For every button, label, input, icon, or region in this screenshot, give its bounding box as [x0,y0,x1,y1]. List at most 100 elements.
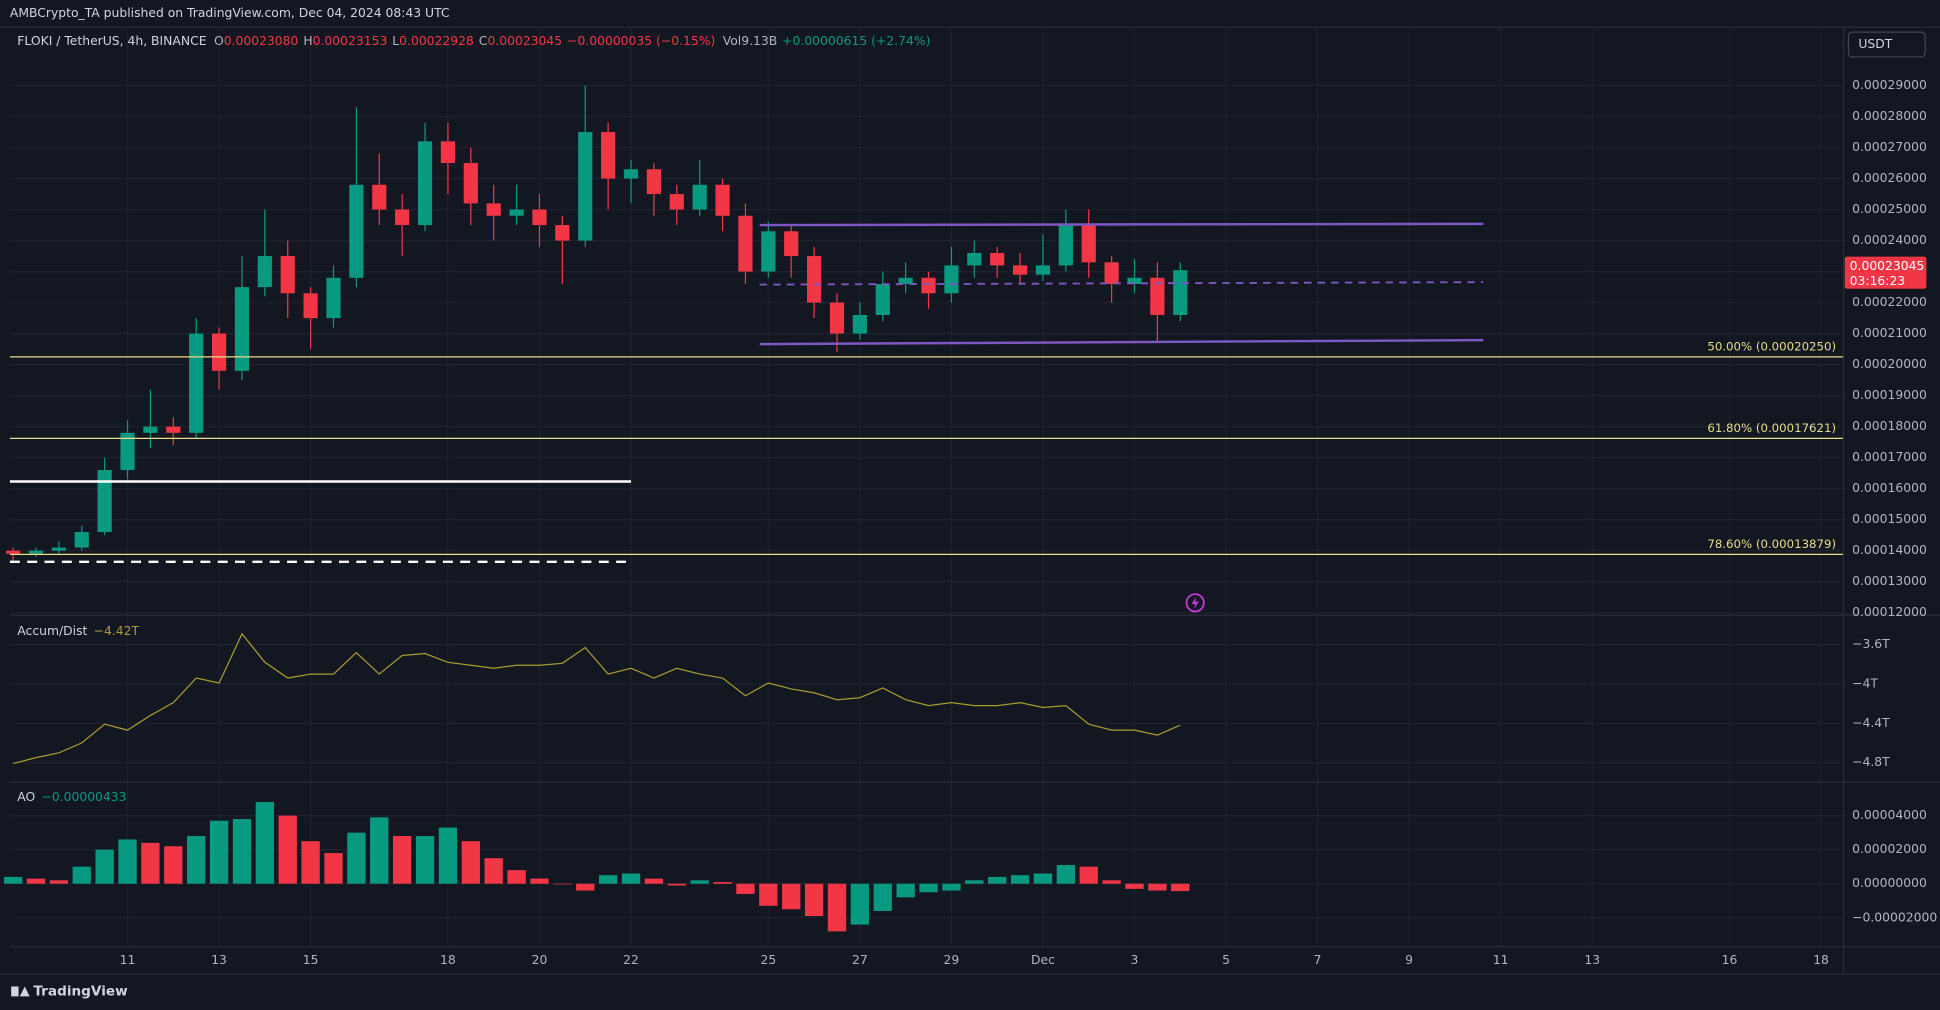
ao-bar [484,858,503,884]
y-tick-label: 0.00026000 [1852,171,1927,185]
ad-value: −4.42T [94,624,140,638]
fib-label: 50.00% (0.00020250) [1707,339,1836,353]
ao-bar [255,802,274,884]
last-price: 0.00023045 [1850,259,1925,273]
candle-body [990,252,1005,266]
ao-bar [1079,866,1098,884]
y-tick-label: 0.00016000 [1852,481,1927,495]
ohlc-value: 0.00023045 [487,33,562,47]
candle-body [395,209,410,226]
x-tick-label: 7 [1314,953,1322,967]
y-tick-label: 0.00002000 [1852,842,1927,856]
candle-body [715,184,730,216]
y-tick-label: 0.00013000 [1852,574,1927,588]
y-tick-label: −4.4T [1852,716,1890,730]
candle-body [417,141,433,226]
event-icon[interactable] [1185,593,1205,613]
y-tick-label: 0.00022000 [1852,295,1927,309]
candle-body [326,277,341,319]
ao-bar [896,883,915,898]
candle-body [738,215,753,272]
ao-bar [1148,883,1167,891]
ao-bar [1033,873,1053,884]
candle-body [921,277,936,294]
ao-bar [713,882,732,884]
y-tick-label: 0.00027000 [1852,140,1927,154]
y-tick-label: −3.6T [1852,637,1890,651]
ao-bar [988,876,1007,884]
ohlc-key: C [479,33,488,47]
ao-bar [461,841,480,884]
ad-title: Accum/Dist [17,624,87,638]
ohlc-key: H [303,33,312,47]
ao-bar [1171,883,1190,892]
candle-body [555,225,570,241]
candle-body [166,426,181,433]
candle-body [807,256,822,303]
x-tick-label: 16 [1722,953,1738,967]
currency-box[interactable] [1847,31,1926,58]
candle-body [463,163,478,204]
ohlc-key: O [214,33,224,47]
logo [19,986,30,997]
candle-body [784,231,799,257]
ao-bar [827,883,847,932]
x-tick-label: 11 [1493,953,1509,967]
ao-bar [438,827,458,884]
ao-bar [232,819,252,884]
ao-bar [667,883,686,886]
publish-info: AMBCrypto_TA published on TradingView.co… [10,6,450,20]
y-tick-label: 0.00029000 [1852,78,1927,92]
y-tick-label: 0.00012000 [1852,605,1927,619]
ao-bar [530,878,549,884]
candle-body [1173,270,1188,315]
ao-bar [393,836,412,884]
candle-body [601,132,616,179]
y-tick-label: −0.00002000 [1852,910,1937,924]
countdown: 03:16:23 [1850,274,1906,288]
y-tick-label: 0.00018000 [1852,419,1927,433]
candle-body [578,132,593,241]
ao-bar [553,883,572,885]
candle-body [1058,225,1073,266]
candle-body [623,169,639,179]
candle-body [74,532,89,548]
ao-bar [759,883,778,906]
ao-bar [942,883,961,891]
currency[interactable]: USDT [1858,37,1892,51]
ao-title: AO [17,790,35,804]
candle-body [440,141,456,164]
volume-change: +0.00000615 (+2.74%) [782,33,930,47]
top-bar [0,0,1940,28]
x-tick-label: 18 [440,953,456,967]
candle-body [51,547,66,551]
change: −0.00000035 (−0.15%) [567,33,715,47]
channel-line [759,338,1484,346]
candle-body [28,550,44,554]
ao-bar [782,883,801,910]
x-tick-label: 5 [1222,953,1230,967]
fib-label: 61.80% (0.00017621) [1707,421,1836,435]
x-tick-label: 27 [852,953,868,967]
symbol: FLOKI / TetherUS, 4h, BINANCE [17,33,206,47]
y-tick-label: −4.8T [1852,755,1890,769]
x-tick-label: 11 [120,953,136,967]
ao-bar [26,878,46,884]
ohlc-value: 0.00023153 [313,33,388,47]
candle-body [1150,277,1165,315]
y-tick-label: 0.00028000 [1852,109,1927,123]
ao-bar [278,815,297,884]
x-tick-label: 20 [532,953,548,967]
candle-body [372,184,387,210]
y-tick-label: 0.00019000 [1852,388,1927,402]
candle-body [509,209,524,216]
y-tick-label: 0.00014000 [1852,543,1927,557]
y-tick-label: 0.00017000 [1852,450,1927,464]
x-tick-label: 13 [211,953,227,967]
ao-bar [507,870,526,884]
ao-bar [187,836,206,884]
ao-bar [850,883,870,925]
ao-bar [118,839,137,884]
